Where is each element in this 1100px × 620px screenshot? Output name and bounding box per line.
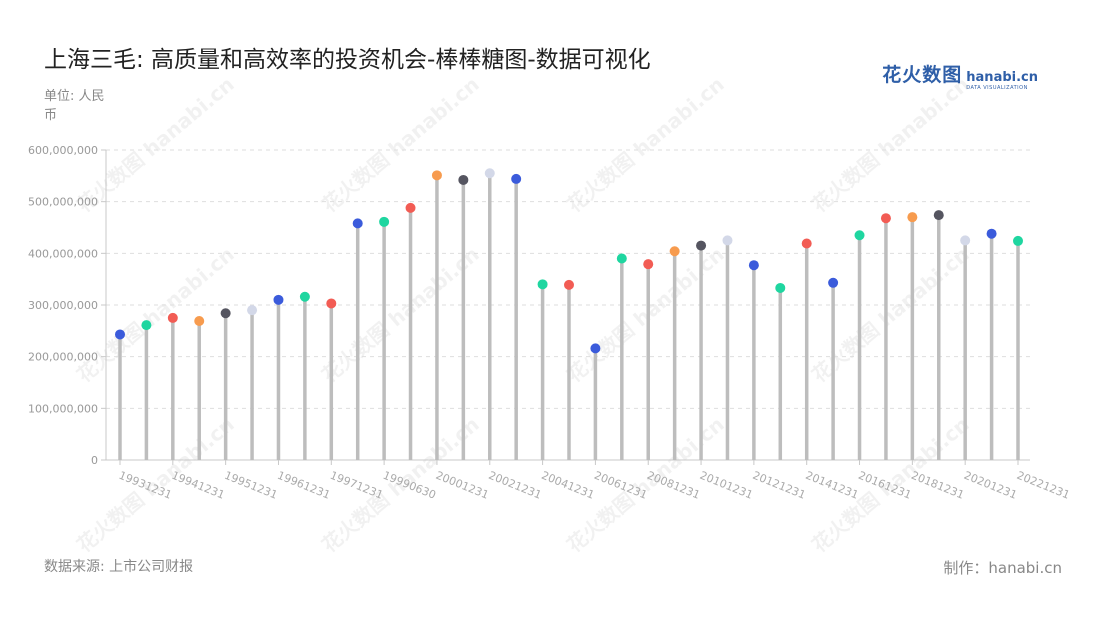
x-tick-label: 19941231	[170, 469, 227, 502]
x-tick-label: 20041231	[539, 469, 596, 502]
brand-logo: 花火数图 hanabi.cn DATA VISUALIZATION	[882, 60, 1038, 91]
lollipop-dot	[458, 174, 469, 185]
lollipop-dot	[484, 168, 495, 179]
lollipop-dot	[880, 213, 891, 224]
lollipop-dot	[854, 230, 865, 241]
lollipop-dot	[220, 308, 231, 319]
lollipop-dot	[986, 228, 997, 239]
watermark-text: 花火数图 hanabi.cn	[562, 412, 729, 557]
credit-label: 制作：hanabi.cn	[943, 559, 1062, 577]
logo-text-en: hanabi.cn	[966, 70, 1038, 85]
x-tick-label: 20221231	[1015, 469, 1072, 502]
lollipop-dot	[775, 282, 786, 293]
lollipop-dot	[907, 212, 918, 223]
y-tick-label: 100,000,000	[28, 402, 98, 415]
data-marks	[115, 168, 1023, 460]
lollipop-dot	[379, 216, 390, 227]
lollipop-dot	[722, 235, 733, 246]
lollipop-dot	[696, 240, 707, 251]
x-tick-label: 20101231	[698, 469, 755, 502]
lollipop-dot	[511, 173, 522, 184]
y-tick-label: 600,000,000	[28, 144, 98, 157]
x-tick-label: 20121231	[751, 469, 808, 502]
lollipop-dot	[616, 253, 627, 264]
lollipop-dot	[273, 294, 284, 305]
lollipop-dot	[405, 202, 416, 213]
lollipop-dot	[299, 291, 310, 302]
watermark-text: 花火数图 hanabi.cn	[317, 72, 484, 217]
x-tick-label: 20181231	[909, 469, 966, 502]
page-title: 上海三毛: 高质量和高效率的投资机会-棒棒糖图-数据可视化	[44, 47, 651, 73]
lollipop-dot	[141, 320, 152, 331]
x-tick-label: 19971231	[328, 469, 385, 502]
lollipop-dot	[352, 218, 363, 229]
x-tick-label: 19951231	[223, 469, 280, 502]
lollipop-dot	[748, 260, 759, 271]
x-tick-label: 20001231	[434, 469, 491, 502]
lollipop-dot	[933, 210, 944, 221]
lollipop-dot	[194, 316, 205, 327]
watermark-text: 花火数图 hanabi.cn	[807, 72, 974, 217]
y-tick-label: 0	[91, 454, 98, 467]
lollipop-dot	[801, 238, 812, 249]
x-tick-label: 19961231	[275, 469, 332, 502]
y-axis: 0 100,000,000 200,000,000 300,000,000 400,00…	[28, 144, 107, 467]
lollipop-dot	[247, 305, 258, 316]
logo-subtitle: DATA VISUALIZATION	[966, 85, 1028, 91]
y-tick-label: 200,000,000	[28, 351, 98, 364]
data-source: 数据来源: 上市公司财报	[44, 559, 194, 575]
lollipop-dot	[431, 170, 442, 181]
lollipop-dot	[1013, 235, 1023, 246]
lollipop-dot	[669, 246, 680, 257]
lollipop-dot	[960, 235, 971, 246]
watermark-text: 花火数图 hanabi.cn	[72, 242, 239, 387]
lollipop-dot	[115, 329, 125, 340]
watermark-text: 花火数图 hanabi.cn	[562, 72, 729, 217]
lollipop-dot	[326, 298, 337, 309]
x-tick-label: 20141231	[804, 469, 861, 502]
y-tick-label: 500,000,000	[28, 196, 98, 209]
lollipop-dot	[643, 259, 654, 270]
lollipop-dot	[590, 343, 601, 354]
lollipop-dot	[537, 279, 548, 290]
logo-text-cn: 花火数图	[882, 64, 963, 86]
x-tick-label: 20021231	[487, 469, 544, 502]
y-tick-label: 400,000,000	[28, 247, 98, 260]
grid-lines	[106, 149, 1030, 409]
y-tick-label: 300,000,000	[28, 299, 98, 312]
lollipop-dot	[828, 277, 839, 288]
lollipop-dot	[167, 312, 178, 323]
lollipop-dot	[564, 279, 574, 290]
x-tick-label: 20201231	[962, 469, 1019, 502]
unit-label: 单位: 人民币	[44, 89, 105, 123]
watermark-text: 花火数图 hanabi.cn	[317, 242, 484, 387]
